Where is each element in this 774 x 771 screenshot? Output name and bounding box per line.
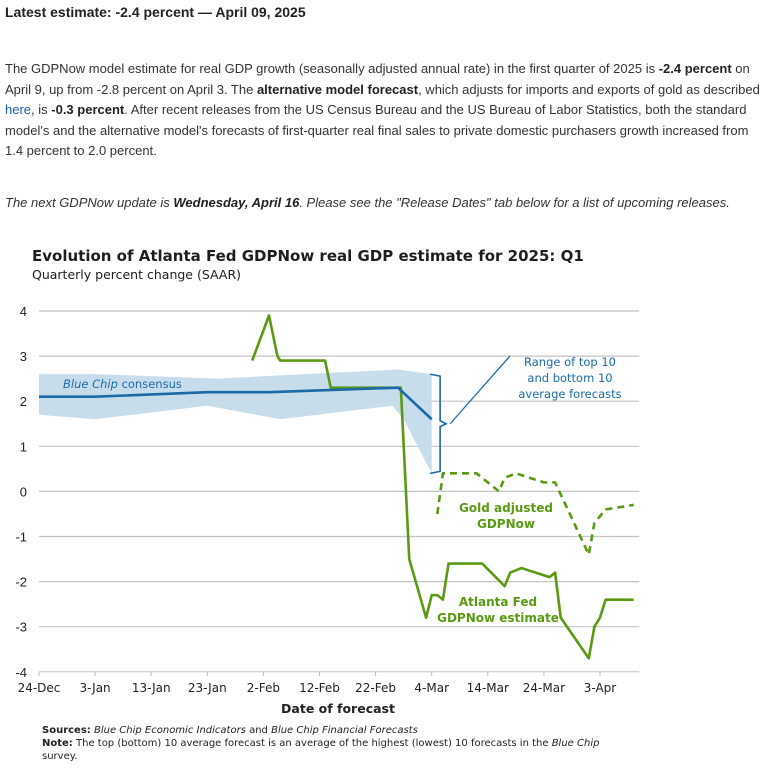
sources-line: Sources: Blue Chip Economic Indicators a… [42,725,418,736]
gdpnow-label-line: Atlanta Fed [459,595,537,609]
x-tick-label: 13-Jan [132,681,171,695]
next-update-text: The next GDPNow update is [5,195,174,210]
chart-marks [39,314,634,660]
sources-and: and [246,725,271,736]
summary-text: . After recent releases from the US Cens… [5,102,749,158]
alt-model-value: -0.3 percent [51,102,125,117]
gold-adjusted-gdpnow-line [436,472,634,556]
y-tick-label: 1 [20,439,27,454]
x-tick-label: 24-Dec [18,681,61,695]
y-tick-label: -3 [15,620,27,635]
range-label-line: and bottom 10 [527,371,612,385]
blue-chip-label-italic: Blue Chip [63,377,118,391]
next-update-text: . Please see the "Release Dates" tab bel… [299,195,730,210]
y-tick-label: 4 [20,304,27,319]
gold-adjusted-label: Gold adjusted GDPNow [459,501,553,531]
gridlines [39,310,640,673]
x-tick-label: 2-Feb [247,681,280,695]
range-annotation: Range of top 10 and bottom 10 average fore… [429,355,622,475]
x-tick-label: 4-Mar [414,681,449,695]
x-tick-label: 14-Mar [467,681,509,695]
y-tick-label: 2 [20,394,27,409]
note-line-2: survey. [42,751,77,762]
note-label: Note: [42,738,73,749]
gold-label-line: Gold adjusted [459,501,553,515]
next-update-note: The next GDPNow update is Wednesday, Apr… [5,195,730,210]
gdpnow-chart: Evolution of Atlanta Fed GDPNow real GDP… [15,247,640,762]
range-label-line: average forecasts [518,387,621,401]
blue-chip-consensus-line [39,386,433,421]
summary-text: , is [31,102,52,117]
source-1: Blue Chip Economic Indicators [94,725,246,736]
range-bracket [429,373,448,475]
summary-paragraph: The GDPNow model estimate for real GDP g… [5,59,770,162]
summary-text: , which adjusts for imports and exports … [418,81,760,97]
source-2: Blue Chip Financial Forecasts [271,725,418,736]
gold-label-line: GDPNow [477,517,535,531]
range-label-line: Range of top 10 [524,355,616,369]
y-tick-label: 3 [20,349,27,364]
summary-text: on April 9, up from -2.8 percent on Apri… [5,61,750,97]
x-axis-label: Date of forecast [281,701,395,716]
note-line: Note: The top (bottom) 10 average foreca… [42,738,599,749]
x-tick-label: 3-Apr [584,681,617,695]
y-tick-label: -1 [15,530,27,545]
x-tick-label: 24-Mar [523,681,565,695]
note-text: The top (bottom) 10 average forecast is … [73,738,552,749]
chart-subtitle: Quarterly percent change (SAAR) [32,267,241,282]
y-tick-label: -2 [15,575,27,590]
latest-estimate-heading: Latest estimate: -2.4 percent — April 09… [5,4,306,20]
summary-text: The GDPNow model estimate for real GDP g… [5,61,659,76]
estimate-value: -2.4 percent [658,61,732,76]
alt-model-label: alternative model forecast [256,81,419,97]
blue-chip-label-rest: consensus [118,377,182,391]
y-axis-ticks: 4 3 2 1 0 -1 -2 -3 -4 [15,304,27,680]
x-tick-label: 12-Feb [299,681,340,695]
gdpnow-estimate-label: Atlanta Fed GDPNow estimate [437,595,559,625]
gold-methodology-link[interactable]: here [5,102,32,117]
range-leader-line [449,355,511,425]
sources-label: Sources: [42,725,91,736]
y-tick-label: 0 [20,484,27,499]
x-axis-ticks: 24-Dec 3-Jan 13-Jan 23-Jan 2-Feb 12-Feb 22-Feb… [18,671,617,695]
y-tick-label: -4 [15,665,27,680]
atlanta-fed-gdpnow-estimate-line [250,314,634,660]
blue-chip-label: Blue Chip consensus [63,377,182,391]
x-tick-label: 23-Jan [188,681,227,695]
x-tick-label: 3-Jan [80,681,111,695]
next-update-date: Wednesday, April 16 [173,195,300,210]
gdpnow-label-line: GDPNow estimate [437,611,559,625]
note-blue-chip: Blue Chip [552,738,600,749]
chart-title: Evolution of Atlanta Fed GDPNow real GDP… [32,247,584,265]
x-tick-label: 22-Feb [355,681,396,695]
